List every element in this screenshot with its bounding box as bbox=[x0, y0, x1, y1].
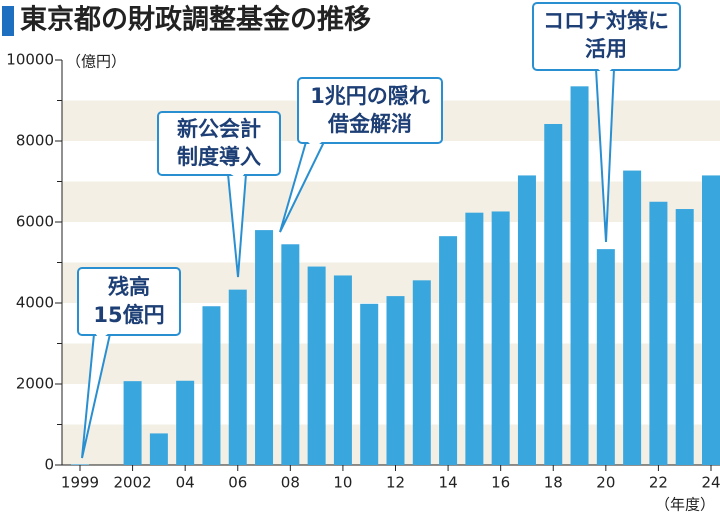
callout-text: 15億円 bbox=[93, 303, 164, 327]
x-tick-label: 2002 bbox=[113, 474, 151, 492]
bar bbox=[517, 175, 536, 466]
callout-box bbox=[297, 77, 443, 144]
callout: コロナ対策に 活用 bbox=[532, 2, 681, 243]
callout-joint bbox=[307, 141, 323, 148]
bar bbox=[439, 236, 458, 465]
x-tick-label: 20 bbox=[596, 474, 615, 492]
callout-pointer bbox=[226, 173, 248, 278]
bar bbox=[360, 303, 379, 465]
bar bbox=[123, 381, 142, 465]
callout-text: 制度導入 bbox=[177, 145, 261, 169]
callout-box bbox=[77, 267, 181, 336]
bar bbox=[623, 170, 642, 465]
x-tick-label: 14 bbox=[439, 474, 458, 492]
y-tick-label: 2000 bbox=[16, 375, 54, 393]
y-tick-label: 6000 bbox=[16, 213, 54, 231]
x-tick-label: 22 bbox=[649, 474, 668, 492]
callout: 残高 15億円 bbox=[77, 267, 181, 459]
x-tick-label: 06 bbox=[228, 474, 247, 492]
bar bbox=[149, 433, 168, 465]
callout-text: 活用 bbox=[585, 37, 627, 61]
y-tick-label: 4000 bbox=[16, 294, 54, 312]
bar bbox=[281, 244, 300, 465]
callout-text: 1兆円の隠れ bbox=[310, 84, 430, 108]
x-tick-label: 18 bbox=[544, 474, 563, 492]
bar bbox=[412, 280, 431, 465]
chart-title: 東京都の財政調整基金の推移 bbox=[20, 4, 371, 36]
callout-joint bbox=[229, 173, 245, 180]
bar bbox=[570, 86, 589, 465]
bar bbox=[596, 249, 615, 465]
grid-band bbox=[62, 181, 720, 222]
x-tick-label: 16 bbox=[491, 474, 510, 492]
bar bbox=[465, 212, 484, 465]
callout-text: コロナ対策に bbox=[543, 9, 669, 33]
title-marker bbox=[2, 6, 14, 36]
callout-text: 新公会計 bbox=[177, 117, 261, 141]
x-tick-label: 08 bbox=[281, 474, 300, 492]
callout-box bbox=[157, 111, 281, 176]
bar bbox=[386, 296, 405, 465]
y-tick-label: 8000 bbox=[16, 132, 54, 150]
bar bbox=[176, 380, 195, 465]
x-tick-label: 1999 bbox=[61, 474, 99, 492]
x-tick-label: 12 bbox=[386, 474, 405, 492]
bar bbox=[202, 306, 221, 465]
bar bbox=[702, 175, 720, 466]
bar bbox=[544, 123, 563, 466]
x-tick-label: 10 bbox=[333, 474, 352, 492]
bar bbox=[255, 230, 274, 465]
y-tick-label: 0 bbox=[44, 456, 54, 474]
y-unit: （億円） bbox=[66, 53, 126, 71]
callout-text: 残高 bbox=[108, 275, 150, 299]
x-unit: （年度） bbox=[655, 496, 715, 514]
bar bbox=[307, 266, 326, 465]
bar bbox=[333, 275, 352, 465]
bar bbox=[228, 289, 247, 465]
callout-text: 借金解消 bbox=[327, 112, 412, 136]
bar bbox=[71, 464, 89, 465]
bar bbox=[649, 201, 668, 465]
bar bbox=[491, 211, 510, 465]
callout: 1兆円の隠れ 借金解消 bbox=[279, 77, 443, 233]
x-tick-label: 24 bbox=[701, 474, 720, 492]
y-tick-label: 10000 bbox=[6, 51, 54, 69]
bar bbox=[675, 209, 694, 465]
callout: 新公会計 制度導入 bbox=[157, 111, 281, 278]
callout-joint bbox=[95, 333, 109, 340]
x-tick-label: 04 bbox=[176, 474, 195, 492]
callout-joint bbox=[597, 68, 613, 75]
